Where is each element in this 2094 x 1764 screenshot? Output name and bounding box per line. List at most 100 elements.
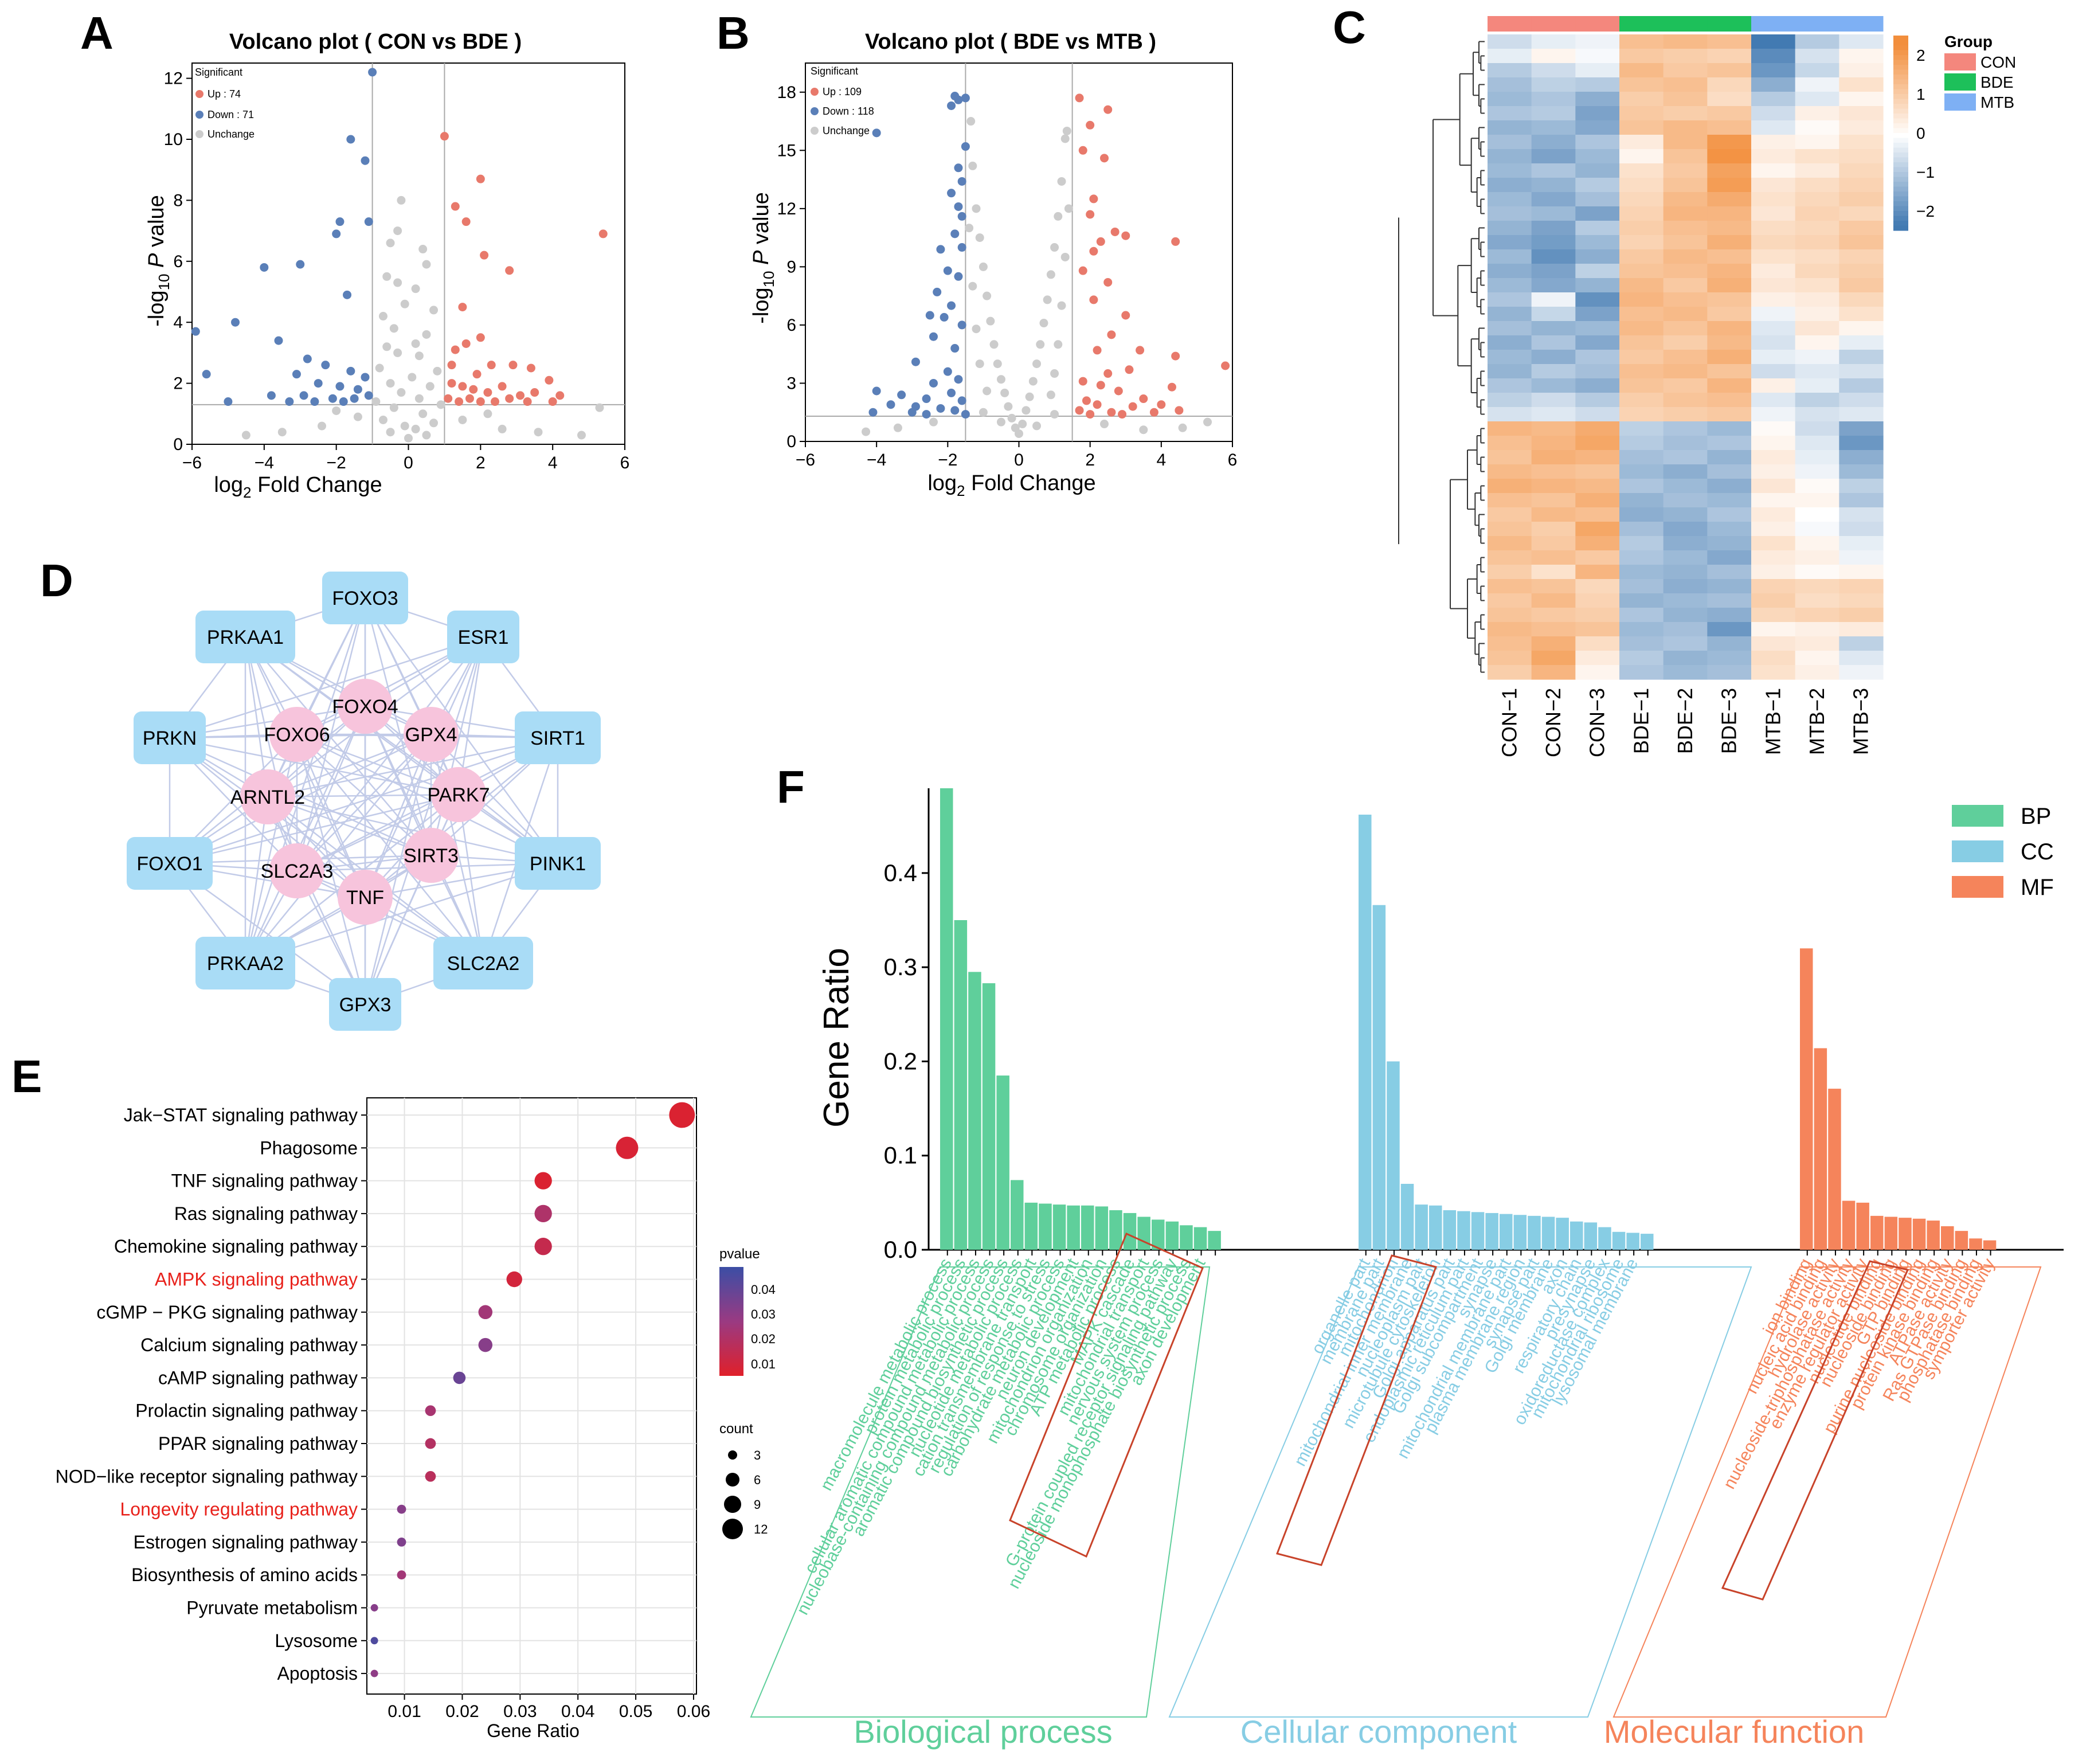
- heatmap-cell: [1663, 34, 1708, 49]
- heatmap-cell: [1488, 264, 1532, 279]
- heatmap-cell: [1488, 479, 1532, 494]
- point-down: [933, 287, 942, 296]
- y-tick-label: 0: [173, 435, 183, 454]
- heatmap-cell: [1488, 421, 1532, 436]
- heatmap-cell: [1575, 34, 1620, 49]
- bar-cc: [1415, 1204, 1428, 1250]
- heatmap-cell: [1531, 206, 1576, 221]
- pathway-dot: [534, 1204, 552, 1223]
- heatmap-cell: [1531, 192, 1576, 207]
- point-unchange: [433, 366, 442, 376]
- point-unchange: [332, 406, 341, 415]
- heatmap-cell: [1795, 321, 1839, 336]
- heatmap-cell: [1488, 565, 1532, 580]
- pathway-label: Chemokine signaling pathway: [114, 1236, 358, 1257]
- group-legend-title: Group: [1944, 33, 1993, 50]
- heatmap-cell: [1707, 135, 1752, 150]
- network-edge: [169, 737, 558, 865]
- pathway-dot: [506, 1271, 522, 1288]
- point-down: [911, 357, 920, 366]
- point-unchange: [965, 224, 974, 233]
- point-unchange: [422, 431, 431, 440]
- bar-bp: [1039, 1203, 1052, 1250]
- bar-mf: [1856, 1202, 1869, 1250]
- pathway-label: Estrogen signaling pathway: [134, 1532, 358, 1552]
- heatmap-cell: [1575, 522, 1620, 537]
- network-edge: [457, 794, 484, 964]
- heatmap-cell: [1663, 321, 1708, 336]
- heatmap-cell: [1663, 450, 1708, 465]
- bar-bp: [996, 1075, 1009, 1250]
- group-bracket: [750, 1266, 1211, 1718]
- network-edge: [364, 734, 432, 898]
- heatmap-cell: [1707, 178, 1752, 193]
- heatmap-cell: [1795, 522, 1839, 537]
- bar-cc: [1400, 1184, 1414, 1250]
- heatmap-cell: [1751, 665, 1796, 680]
- heatmap-cell: [1663, 550, 1708, 565]
- heatmap-cell: [1663, 307, 1708, 322]
- point-unchange: [577, 431, 586, 440]
- x-tick-label: 4: [1156, 451, 1166, 470]
- point-unchange: [968, 281, 977, 291]
- node-gpx3: [329, 978, 401, 1031]
- group-bar-cell: [1488, 16, 1532, 32]
- heatmap-cell: [1488, 651, 1532, 666]
- legend-swatch-mf: [1952, 876, 2003, 898]
- network-edge: [267, 737, 558, 798]
- point-unchange: [422, 330, 431, 339]
- x-axis-label: log2 Fold Change: [927, 471, 1095, 499]
- heatmap-cell: [1663, 106, 1708, 121]
- pathway-dot: [478, 1305, 493, 1320]
- y-tick-label: 9: [786, 257, 796, 276]
- heatmap-cell: [1795, 364, 1839, 379]
- heatmap-cell: [1531, 536, 1576, 551]
- heatmap-cell: [1619, 264, 1664, 279]
- node-sirt1: [515, 711, 601, 764]
- point-unchange: [1057, 301, 1066, 310]
- legend: Significant Up : 109 Down : 118 Unchange: [811, 65, 874, 136]
- point-up: [491, 397, 499, 406]
- point-up: [505, 266, 514, 275]
- heatmap-cell: [1663, 579, 1708, 594]
- heatmap-cell: [1795, 77, 1839, 92]
- x-tick-label: 6: [1228, 451, 1238, 470]
- heatmap-cell: [1531, 436, 1576, 451]
- legend-item-down: Down : 118: [823, 105, 874, 117]
- heatmap-cell: [1663, 565, 1708, 580]
- point-up: [472, 370, 482, 379]
- heatmap-cell: [1531, 651, 1576, 666]
- plot-area: −6 −4 −2 0 2 4 6 0 2 4 6 8 10 12: [164, 62, 629, 472]
- point-up: [1100, 154, 1109, 163]
- heatmap-cell: [1707, 106, 1752, 121]
- heatmap-cell: [1707, 522, 1752, 537]
- group-bar-cell: [1575, 16, 1620, 32]
- column-label: BDE−3: [1717, 688, 1741, 754]
- column-label: CON−2: [1541, 688, 1565, 757]
- colorbar-tick-label: 0: [1916, 124, 1925, 142]
- node-sirt3: [404, 828, 459, 883]
- point-up: [1107, 408, 1116, 417]
- bar-mf: [1941, 1226, 1954, 1250]
- point-down: [954, 202, 963, 211]
- x-tick-label: 0.06: [677, 1702, 710, 1721]
- point-unchange: [1032, 421, 1042, 431]
- pathway-dot: [370, 1669, 378, 1677]
- point-down: [224, 397, 233, 406]
- colorbar-step: [1893, 40, 1908, 46]
- heatmap-cell: [1531, 393, 1576, 408]
- heatmap-cell: [1488, 63, 1532, 78]
- point-unchange: [1000, 388, 1009, 397]
- point-down: [267, 391, 276, 400]
- heatmap-cell: [1488, 608, 1532, 623]
- heatmap-cell: [1575, 350, 1620, 365]
- heatmap-cell: [1839, 622, 1884, 637]
- heatmap-cell: [1839, 106, 1884, 121]
- node-label-foxo1: FOXO1: [136, 853, 202, 875]
- pathway-label: Jak−STAT signaling pathway: [124, 1105, 358, 1125]
- heatmap-cell: [1488, 178, 1532, 193]
- point-unchange: [972, 324, 981, 334]
- node-label-foxo3: FOXO3: [332, 588, 398, 609]
- heatmap-cell: [1575, 49, 1620, 64]
- heatmap-cell: [1488, 536, 1532, 551]
